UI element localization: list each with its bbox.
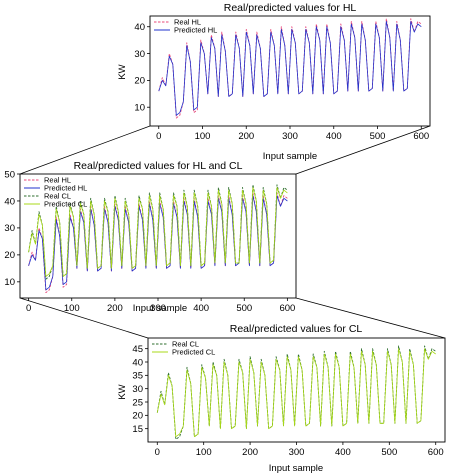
y-tick-label: 45 xyxy=(132,344,143,355)
legend-label: Predicted HL xyxy=(44,184,87,193)
y-tick-label: 20 xyxy=(132,411,143,422)
series-line-cl-pred xyxy=(28,187,288,277)
x-tick-label: 200 xyxy=(107,303,123,314)
legend-label: Predicted CL xyxy=(172,348,215,357)
x-axis-label: Input sample xyxy=(263,151,317,162)
tick-layer: 0 100 200 300 400 500 600 10 20 30 40 xyxy=(134,22,429,142)
x-tick-label: 600 xyxy=(413,131,429,142)
y-tick-label: 15 xyxy=(132,424,143,435)
legend-label: Real HL xyxy=(44,176,71,185)
y-tick-label: 20 xyxy=(134,76,145,87)
chart-title: Real/predicted values for HL and CL xyxy=(74,160,243,172)
y-tick-label: 40 xyxy=(4,196,15,207)
legend-label: Real CL xyxy=(44,192,71,201)
connector-bottom-left xyxy=(19,297,149,339)
x-tick-label: 100 xyxy=(195,131,211,142)
x-tick-label: 0 xyxy=(155,447,160,458)
y-tick-label: 20 xyxy=(4,250,15,261)
x-axis-label: Input sample xyxy=(133,303,187,314)
x-tick-label: 400 xyxy=(193,303,209,314)
x-tick-label: 500 xyxy=(381,447,397,458)
chart-cl: Real/predicted values for CL 0 100 200 300 4… xyxy=(117,323,446,474)
x-tick-label: 100 xyxy=(196,447,212,458)
legend-label: Predicted HL xyxy=(174,26,217,35)
y-tick-label: 35 xyxy=(132,371,143,382)
x-tick-label: 400 xyxy=(326,131,342,142)
chart-hl: Real/predicted values for HL 0 100 200 300 4… xyxy=(117,2,431,162)
y-axis-label: KW xyxy=(117,384,128,399)
connector-bottom-right xyxy=(295,297,446,339)
x-axis-label: Input sample xyxy=(269,463,323,474)
x-tick-label: 300 xyxy=(282,131,298,142)
y-axis-label: KW xyxy=(117,64,128,79)
y-tick-label: 40 xyxy=(132,357,143,368)
y-tick-label: 30 xyxy=(132,384,143,395)
chart-title: Real/predicted values for CL xyxy=(230,323,363,335)
y-tick-label: 40 xyxy=(134,22,145,33)
x-tick-label: 500 xyxy=(370,131,386,142)
legend-label: Real CL xyxy=(172,340,199,349)
y-tick-label: 25 xyxy=(132,397,143,408)
x-tick-label: 0 xyxy=(156,131,161,142)
y-tick-label: 10 xyxy=(134,103,145,114)
series-layer xyxy=(156,345,436,440)
y-tick-label: 30 xyxy=(4,223,15,234)
chart-hl-cl: Real/predicted values for HL and CL 0 100… xyxy=(4,160,297,314)
legend-label: Predicted CL xyxy=(44,200,87,209)
series-line-hl-pred xyxy=(158,20,422,116)
x-tick-label: 200 xyxy=(238,131,254,142)
tick-layer: 0 100 200 300 400 500 600 15 20 25 30 35 40 45 xyxy=(132,344,443,458)
x-tick-label: 400 xyxy=(335,447,351,458)
chart-title: Real/predicted values for HL xyxy=(224,2,357,14)
tick-layer: 0 100 200 300 400 500 600 10 20 30 40 50 xyxy=(4,169,295,314)
x-tick-label: 500 xyxy=(236,303,252,314)
connector-top-left xyxy=(19,125,151,175)
series-layer xyxy=(158,18,422,119)
legend-label: Real HL xyxy=(174,18,201,27)
y-tick-label: 50 xyxy=(4,169,15,180)
connector-top-right xyxy=(295,125,431,175)
y-tick-label: 30 xyxy=(134,49,145,60)
zoom-connectors xyxy=(19,125,446,339)
x-tick-label: 600 xyxy=(428,447,444,458)
x-tick-label: 600 xyxy=(279,303,295,314)
y-tick-label: 10 xyxy=(4,277,15,288)
x-tick-label: 300 xyxy=(150,303,166,314)
series-layer xyxy=(28,184,288,294)
x-tick-label: 200 xyxy=(242,447,258,458)
x-tick-label: 0 xyxy=(26,303,31,314)
x-tick-label: 300 xyxy=(289,447,305,458)
x-tick-label: 100 xyxy=(64,303,80,314)
series-line-cl-pred xyxy=(156,348,436,438)
